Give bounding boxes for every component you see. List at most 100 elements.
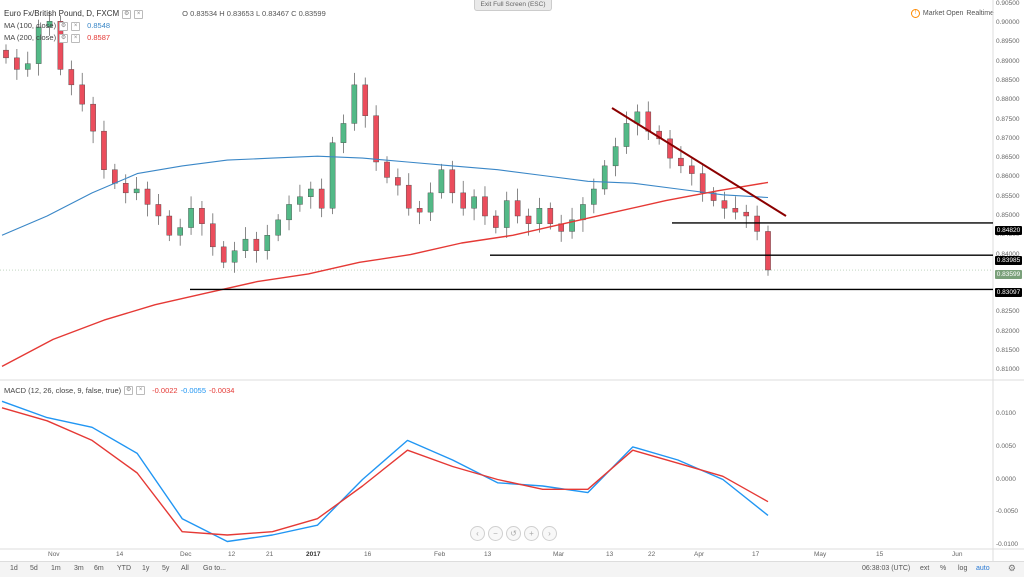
utc-clock[interactable]: 06:38:03 (UTC) xyxy=(862,565,911,572)
price-tag-last: 0.83599 xyxy=(995,270,1022,279)
price-axis-label: 0.85000 xyxy=(996,212,1020,219)
macd-axis-label: 0.0050 xyxy=(996,442,1016,450)
price-axis-label: 0.85500 xyxy=(996,192,1020,200)
time-axis-label: 13 xyxy=(484,551,492,558)
candle-body xyxy=(525,215,532,224)
ma200-settings-icon[interactable]: ⚙ xyxy=(59,33,69,43)
time-axis-label: 22 xyxy=(648,551,656,558)
candle-body xyxy=(612,146,619,167)
signal-line xyxy=(1,407,769,536)
candle-body xyxy=(318,188,325,209)
scroll-right-button[interactable]: › xyxy=(542,526,557,541)
candle-body xyxy=(580,204,586,221)
candle-body xyxy=(340,123,347,143)
timeframe-button-1m[interactable]: 1m xyxy=(51,565,61,572)
candle-body xyxy=(264,235,271,251)
candle-body xyxy=(68,69,75,86)
macd-value-1: -0.0022 xyxy=(152,386,178,395)
candle-body xyxy=(721,200,728,209)
market-status: ! Market Open Realtime xyxy=(910,9,994,18)
bottom-toolbar: 1d 5d 1m 3m 6m YTD 1y 5y All Go to... 06:38:03 (U… xyxy=(0,561,1024,577)
candle-body xyxy=(122,183,129,194)
macd-legend: MACD (12, 26, close, 9, false, true) ⚙ ×… xyxy=(4,386,234,395)
macd-line xyxy=(1,400,769,543)
price-axis-label: 0.88000 xyxy=(996,96,1020,104)
ohlc-values: O 0.83534 H 0.83653 L 0.83467 C 0.83599 xyxy=(182,9,326,18)
percent-toggle[interactable]: % xyxy=(940,565,947,572)
price-tag-level-2: 0.83985 xyxy=(995,256,1022,265)
ma100-settings-icon[interactable]: ⚙ xyxy=(59,21,69,31)
timeframe-button-5d[interactable]: 5d xyxy=(30,565,38,572)
timeframe-button-goto[interactable]: Go to... xyxy=(203,565,226,572)
candle-body xyxy=(329,142,336,209)
time-axis-label: 17 xyxy=(752,551,760,558)
price-axis-label: 0.90000 xyxy=(996,19,1020,27)
candle-body xyxy=(699,173,706,194)
candle-body xyxy=(503,200,510,228)
candle-body xyxy=(90,103,96,132)
candle-body xyxy=(35,26,42,64)
macd-close-icon[interactable]: × xyxy=(136,386,146,395)
zoom-out-button[interactable]: − xyxy=(488,526,503,541)
candle-body xyxy=(569,219,575,232)
log-toggle[interactable]: log xyxy=(958,565,968,572)
market-mode-text: Realtime xyxy=(966,10,994,17)
chart-legend: Euro Fx/British Pound, D, FXCM ⚙ × O 0.8… xyxy=(4,8,326,44)
price-axis-label: 0.88500 xyxy=(996,77,1020,84)
timeframe-button-3m[interactable]: 3m xyxy=(74,565,84,572)
reset-button[interactable]: ↺ xyxy=(506,526,521,541)
market-status-text: Market Open xyxy=(922,10,964,17)
ext-toggle[interactable]: ext xyxy=(920,565,930,572)
auto-toggle[interactable]: auto xyxy=(976,565,990,572)
candle-body xyxy=(253,238,260,251)
exit-fullscreen-button[interactable]: Exit Full Screen (ESC) xyxy=(474,0,552,11)
scroll-left-button[interactable]: ‹ xyxy=(470,526,485,541)
price-axis-label: 0.87000 xyxy=(996,134,1020,142)
timeframe-button-ytd[interactable]: YTD xyxy=(117,565,131,572)
candle-body xyxy=(101,130,107,170)
candle-body xyxy=(362,84,369,116)
candle-body xyxy=(678,157,684,167)
time-axis-label: Mar xyxy=(553,551,565,558)
macd-axis-label: 0.0100 xyxy=(996,410,1016,418)
ma200-close-icon[interactable]: × xyxy=(71,33,81,43)
timeframe-button-6m[interactable]: 6m xyxy=(94,565,104,572)
candle-body xyxy=(46,21,53,28)
candle-body xyxy=(231,250,238,263)
candle-body xyxy=(754,215,760,232)
ma100-close-icon[interactable]: × xyxy=(71,21,81,31)
timeframe-button-1d[interactable]: 1d xyxy=(10,565,18,572)
candle-body xyxy=(14,57,20,70)
price-axis-label: 0.84000 xyxy=(996,250,1020,258)
candle-body xyxy=(471,196,477,209)
candle-body xyxy=(765,231,771,271)
timeframe-button-1y[interactable]: 1y xyxy=(142,565,150,572)
macd-settings-icon[interactable]: ⚙ xyxy=(124,386,134,395)
settings-icon[interactable]: ⚙ xyxy=(122,9,132,19)
time-axis-label: Nov xyxy=(48,551,60,558)
gear-icon[interactable]: ⚙ xyxy=(1007,563,1016,573)
candle-body xyxy=(155,204,162,217)
candle-body xyxy=(79,84,85,105)
time-axis-label: 16 xyxy=(364,551,372,558)
time-axis-label: Jun xyxy=(952,551,963,558)
timeframe-button-all[interactable]: All xyxy=(181,565,189,572)
zoom-in-button[interactable]: + xyxy=(524,526,539,541)
close-icon[interactable]: × xyxy=(134,9,144,19)
macd-value-3: -0.0034 xyxy=(209,386,235,395)
candle-body xyxy=(166,215,173,236)
macd-axis-label: -0.0050 xyxy=(996,508,1019,516)
time-axis-label: 21 xyxy=(266,551,274,558)
candle-body xyxy=(373,115,379,163)
timeframe-button-5y[interactable]: 5y xyxy=(162,565,170,572)
candle-body xyxy=(536,208,543,224)
candle-body xyxy=(689,165,695,174)
candle-body xyxy=(405,184,412,209)
time-axis-label: Apr xyxy=(694,551,705,558)
candle-body xyxy=(623,123,630,147)
candle-body xyxy=(384,161,390,178)
candle-body xyxy=(24,63,31,70)
price-tag-level-1: 0.84820 xyxy=(995,226,1022,235)
